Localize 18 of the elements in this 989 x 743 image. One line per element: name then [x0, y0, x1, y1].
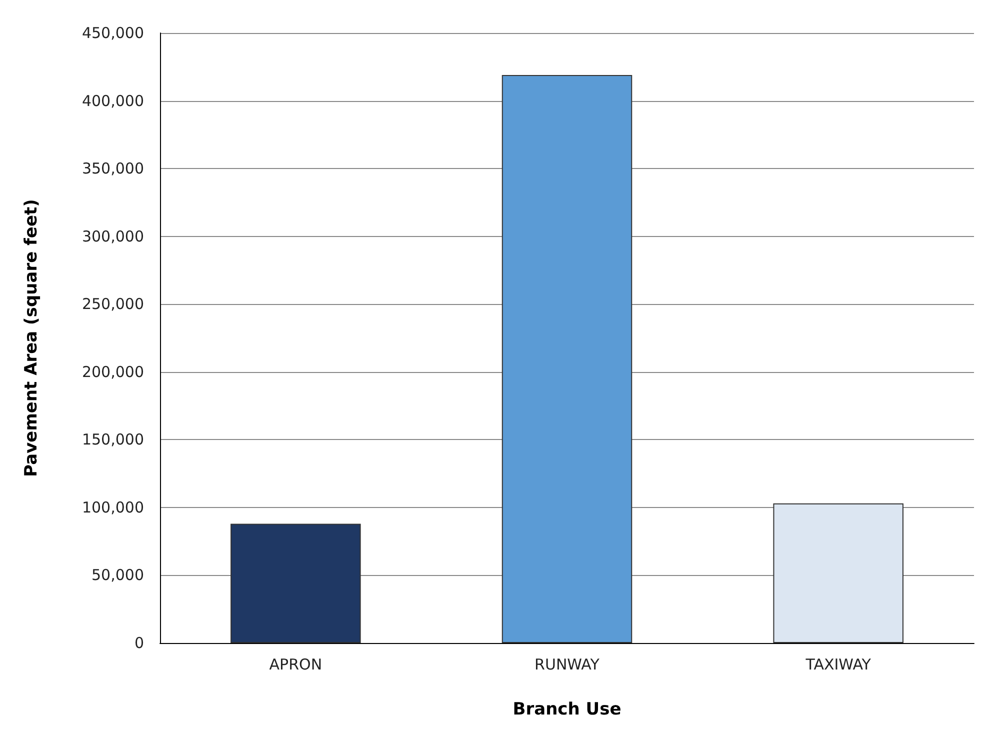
y-tick-label: 50,000 [92, 566, 144, 584]
y-tick-label: 150,000 [82, 430, 144, 449]
x-tick-label: APRON [269, 656, 322, 674]
y-tick-label: 0 [134, 634, 144, 652]
y-tick-label: 450,000 [82, 24, 144, 42]
y-tick-label: 100,000 [82, 498, 144, 516]
y-tick-label: 400,000 [82, 92, 144, 110]
bar [502, 75, 632, 643]
y-tick-label: 250,000 [82, 295, 144, 314]
y-tick-label: 350,000 [82, 160, 144, 178]
y-tick-label: 200,000 [82, 362, 144, 381]
x-axis-title: Branch Use [512, 700, 622, 720]
y-axis-title: Pavement Area (square feet) [22, 199, 42, 477]
bar [230, 524, 361, 643]
x-tick-label: TAXIWAY [804, 656, 872, 674]
bar [773, 503, 904, 643]
y-tick-label: 300,000 [82, 227, 144, 246]
x-tick-label: RUNWAY [534, 656, 600, 674]
